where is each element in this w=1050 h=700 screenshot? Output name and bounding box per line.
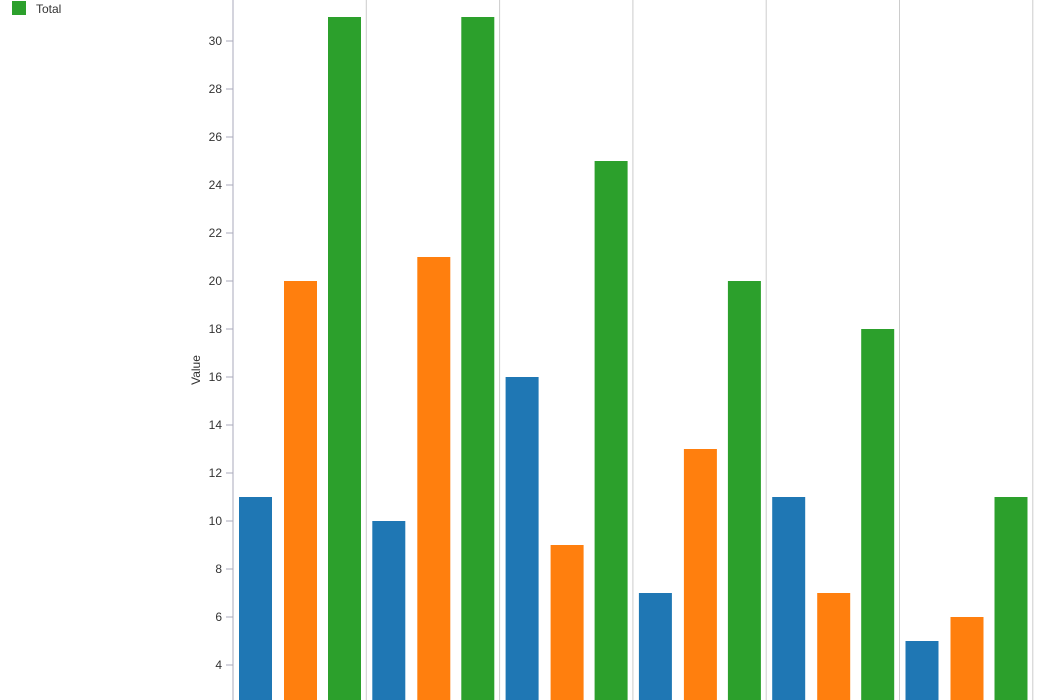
bar-series2-group1 bbox=[284, 281, 317, 700]
y-tick-label: 8 bbox=[215, 562, 222, 576]
bar-series1-group1 bbox=[239, 497, 272, 700]
legend-label-total: Total bbox=[36, 2, 61, 16]
y-tick-label: 22 bbox=[209, 226, 223, 240]
bar-series2-group3 bbox=[550, 545, 584, 700]
bar-series1-group3 bbox=[505, 377, 539, 700]
bar-series3-group3 bbox=[594, 161, 628, 700]
bar-series1-group5 bbox=[772, 497, 806, 700]
y-tick-label: 24 bbox=[209, 178, 223, 192]
y-tick-label: 14 bbox=[209, 418, 223, 432]
y-tick-label: 6 bbox=[215, 610, 222, 624]
bar-series3-group6 bbox=[994, 497, 1028, 700]
y-tick-label: 26 bbox=[209, 130, 223, 144]
bar-series1-group6 bbox=[905, 641, 939, 700]
y-tick-label: 30 bbox=[209, 34, 223, 48]
bar-series3-group4 bbox=[727, 281, 761, 700]
y-tick-label: 28 bbox=[209, 82, 223, 96]
y-tick-label: 16 bbox=[209, 370, 223, 384]
bar-series3-group1 bbox=[328, 17, 361, 700]
y-tick-label: 18 bbox=[209, 322, 223, 336]
legend: Total bbox=[12, 1, 61, 16]
bar-series3-group2 bbox=[461, 17, 495, 700]
y-tick-label: 12 bbox=[209, 466, 223, 480]
bar-series3-group5 bbox=[861, 329, 895, 700]
y-tick-label: 20 bbox=[209, 274, 223, 288]
bar-series2-group4 bbox=[683, 449, 717, 700]
bar-series2-group5 bbox=[817, 593, 851, 700]
bars bbox=[239, 17, 1028, 700]
legend-swatch-total bbox=[12, 1, 26, 15]
y-tick-label: 10 bbox=[209, 514, 223, 528]
bar-series2-group2 bbox=[417, 257, 451, 700]
bar-series1-group4 bbox=[638, 593, 672, 700]
y-tick-label: 4 bbox=[215, 658, 222, 672]
y-axis-label: Value bbox=[189, 355, 203, 385]
y-axis-ticks: 4 6 8 10 12 14 16 18 20 22 24 26 28 30 bbox=[209, 34, 233, 672]
bar-series2-group6 bbox=[950, 617, 984, 700]
grid-lines bbox=[365, 0, 1034, 700]
bar-series1-group2 bbox=[372, 521, 406, 700]
